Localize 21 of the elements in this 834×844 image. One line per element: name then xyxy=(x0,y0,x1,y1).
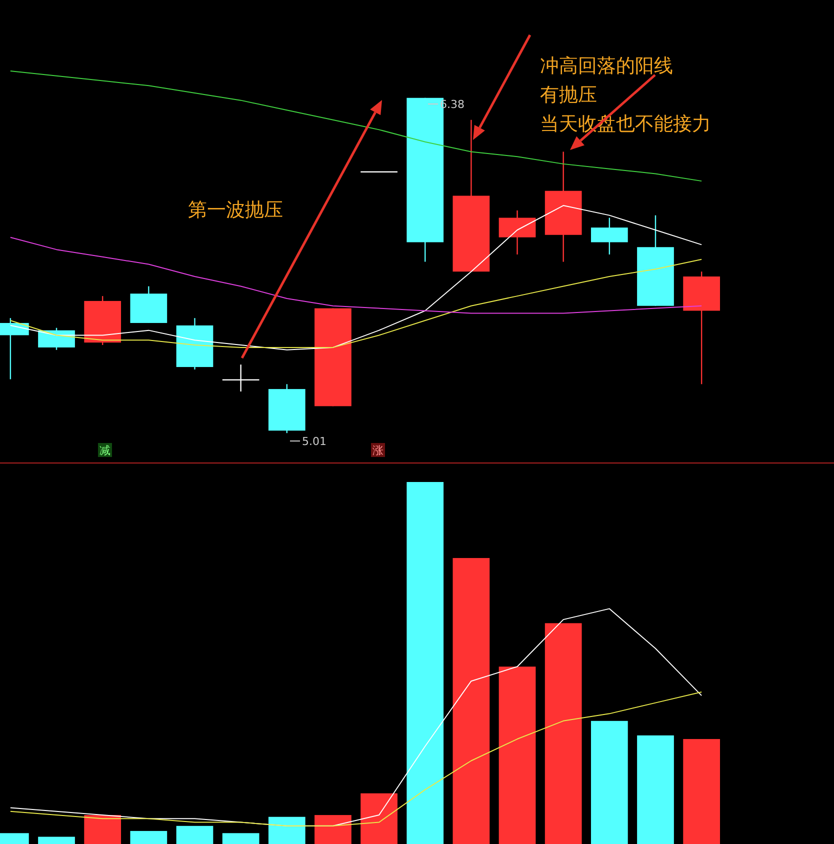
bar xyxy=(176,826,214,844)
bar xyxy=(268,816,306,844)
bar xyxy=(683,739,720,844)
annotation: 5.01 xyxy=(302,435,326,448)
bar xyxy=(360,793,398,844)
bar xyxy=(314,815,352,844)
bar xyxy=(637,735,674,844)
bar xyxy=(406,482,444,844)
annotation: 涨 xyxy=(372,444,384,457)
bar xyxy=(38,836,75,844)
bar xyxy=(84,815,122,844)
bar xyxy=(590,720,628,844)
bar xyxy=(130,830,168,844)
bar xyxy=(452,558,490,844)
bar xyxy=(544,623,582,844)
annotation: 减 xyxy=(100,444,110,457)
bar xyxy=(498,666,536,844)
annotation: 冲高回落的阳线 xyxy=(540,55,673,77)
annotation: 有抛压 xyxy=(540,84,597,106)
annotation: 第一波抛压 xyxy=(188,199,283,221)
bar xyxy=(222,833,260,844)
